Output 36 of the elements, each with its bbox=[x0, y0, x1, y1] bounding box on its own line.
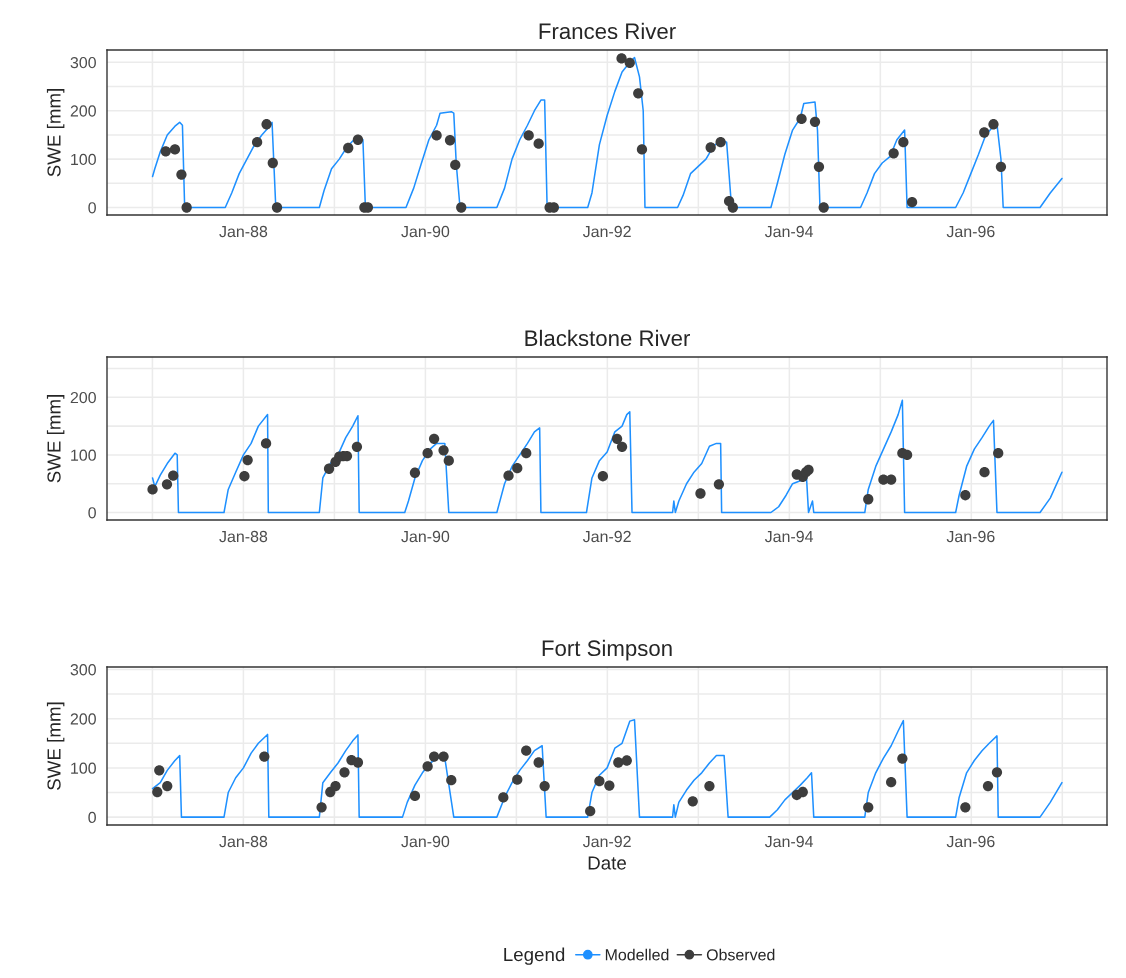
y-axis-title: SWE [mm] bbox=[46, 395, 65, 483]
x-tick-label: Jan-90 bbox=[401, 530, 450, 543]
legend-label: Modelled bbox=[605, 948, 669, 961]
x-tick-label: Jan-92 bbox=[582, 835, 631, 848]
y-tick-label: 200 bbox=[70, 391, 96, 404]
y-tick-label: 0 bbox=[88, 811, 96, 824]
y-tick-label: 100 bbox=[71, 449, 96, 461]
y-axis-title: SWE [mm] bbox=[46, 702, 65, 790]
y-tick-label: 300 bbox=[70, 56, 96, 69]
y-tick-label: 200 bbox=[70, 713, 96, 725]
x-tick-label: Jan-90 bbox=[401, 225, 450, 238]
chart-title: Fort Simpson bbox=[542, 639, 672, 661]
y-tick-label: 0 bbox=[88, 202, 96, 214]
legend-label: Observed bbox=[706, 948, 775, 961]
x-tick-label: Jan-88 bbox=[219, 835, 268, 848]
y-tick-label: 100 bbox=[71, 762, 96, 774]
x-tick-label: Jan-88 bbox=[219, 530, 268, 543]
x-tick-label: Jan-96 bbox=[946, 530, 995, 543]
x-tick-label: Jan-94 bbox=[764, 530, 814, 543]
chart-title: Blackstone River bbox=[525, 329, 690, 347]
y-tick-label: 200 bbox=[70, 105, 96, 117]
x-tick-label: Jan-92 bbox=[582, 225, 631, 238]
x-tick-label: Jan-94 bbox=[764, 835, 814, 848]
x-tick-label: Jan-96 bbox=[946, 835, 995, 848]
chart-title: Frances River bbox=[539, 22, 676, 40]
x-tick-label: Jan-96 bbox=[946, 225, 995, 238]
y-tick-label: 100 bbox=[71, 153, 96, 166]
x-axis-title: Date bbox=[588, 856, 626, 870]
x-tick-label: Jan-92 bbox=[582, 530, 631, 543]
y-tick-label: 0 bbox=[88, 507, 96, 519]
x-tick-label: Jan-88 bbox=[219, 225, 268, 238]
legend-title: Legend bbox=[504, 947, 565, 965]
y-axis-title: SWE [mm] bbox=[46, 89, 65, 177]
y-tick-label: 300 bbox=[70, 664, 96, 676]
x-tick-label: Jan-94 bbox=[764, 225, 814, 238]
x-tick-label: Jan-90 bbox=[401, 835, 450, 848]
